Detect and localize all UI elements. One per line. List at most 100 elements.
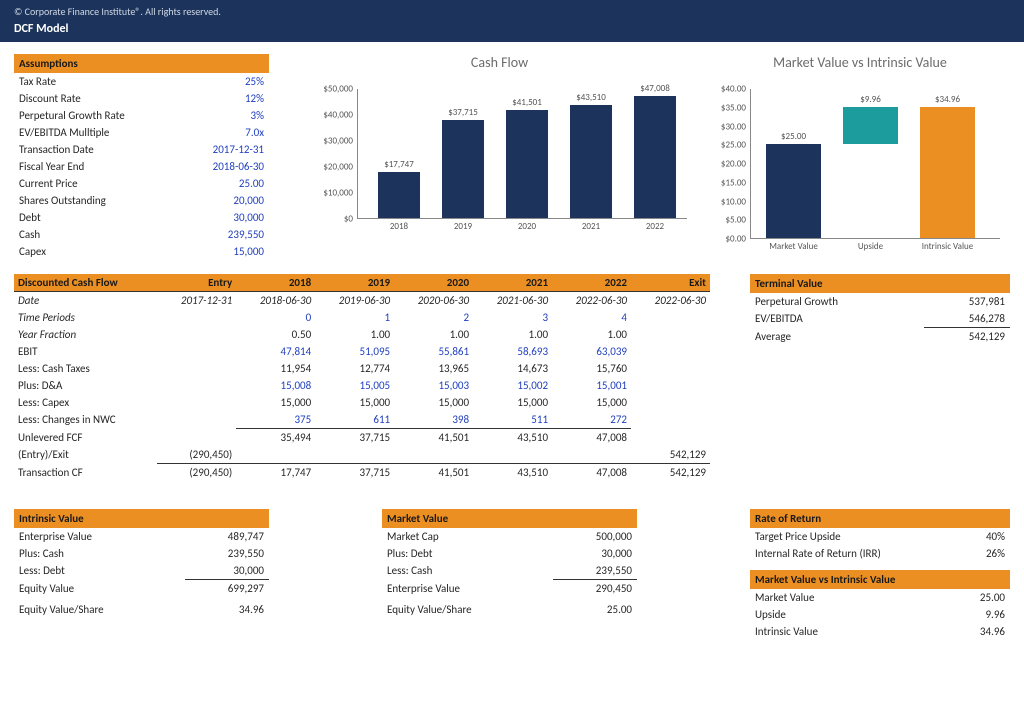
- dcf-row-label: Transaction CF: [14, 464, 157, 482]
- dcf-cell: 41,501: [394, 429, 473, 447]
- row-label: Tax Rate: [14, 73, 181, 90]
- dcf-cell: 55,861: [394, 343, 473, 360]
- row-label: Fiscal Year End: [14, 158, 181, 175]
- dcf-cell: 0: [236, 309, 315, 326]
- dcf-cell: 15,008: [236, 377, 315, 394]
- row-label: Enterprise Value: [382, 580, 553, 598]
- dcf-cell: 1: [315, 309, 394, 326]
- dcf-cell: 15,760: [552, 360, 631, 377]
- row-label: Upside: [750, 606, 926, 623]
- table-row: Plus: Cash239,550: [14, 545, 269, 562]
- intrinsic-header: Intrinsic Value: [14, 509, 269, 528]
- dcf-cell: [631, 394, 710, 411]
- chart-bar: $25.00: [766, 144, 821, 238]
- marketval-table: Market Cap500,000Plus: Debt30,000Less: C…: [382, 528, 637, 618]
- dcf-col-header: 2020: [394, 274, 473, 292]
- dcf-col-header: Exit: [631, 274, 710, 292]
- bar-value-label: $9.96: [860, 94, 881, 105]
- dcf-col-header: Entry: [157, 274, 236, 292]
- table-row: Plus: Debt30,000: [382, 545, 637, 562]
- table-row: Equity Value/Share25.00: [382, 601, 637, 618]
- dcf-col-header: 2022: [552, 274, 631, 292]
- row-label: Less: Debt: [14, 562, 185, 580]
- app-header: © Corporate Finance Institute®. All righ…: [0, 0, 1024, 42]
- mv-iv-table: Market Value25.00Upside9.96Intrinsic Val…: [750, 589, 1010, 640]
- assumptions-table: Tax Rate25%Discount Rate12%Perpetural Gr…: [14, 73, 269, 260]
- y-axis-tick: $25.00: [710, 140, 746, 151]
- row-value: 2018-06-30: [181, 158, 269, 175]
- dcf-cell: [631, 411, 710, 429]
- dcf-cell: 1.00: [394, 326, 473, 343]
- row-value: 537,981: [924, 293, 1010, 310]
- dcf-cell: 375: [236, 411, 315, 429]
- dcf-cell: 37,715: [315, 429, 394, 447]
- table-row: Tax Rate25%: [14, 73, 269, 90]
- dcf-cell: 47,008: [552, 464, 631, 482]
- dcf-cell: [157, 377, 236, 394]
- row-value: 25.00: [181, 175, 269, 192]
- intrinsic-table: Enterprise Value489,747Plus: Cash239,550…: [14, 528, 269, 618]
- dcf-cell: 58,693: [473, 343, 552, 360]
- marketval-header: Market Value: [382, 509, 637, 528]
- dcf-cell: 272: [552, 411, 631, 429]
- dcf-cell: [157, 309, 236, 326]
- dcf-row: Transaction CF(290,450)17,74737,71541,50…: [14, 464, 710, 482]
- dcf-cell: [473, 446, 552, 464]
- row-value: 25.00: [553, 601, 637, 618]
- dcf-cell: [157, 360, 236, 377]
- row-value: 34.96: [926, 623, 1010, 640]
- dcf-cell: 15,002: [473, 377, 552, 394]
- dcf-cell: [157, 411, 236, 429]
- y-axis-tick: $30,000: [309, 136, 353, 147]
- dcf-cell: [157, 429, 236, 447]
- dcf-cell: [631, 377, 710, 394]
- table-row: Fiscal Year End2018-06-30: [14, 158, 269, 175]
- dcf-row: Less: Changes in NWC375611398511272: [14, 411, 710, 429]
- table-row: Perpetural Growth Rate3%: [14, 107, 269, 124]
- dcf-row: Less: Cash Taxes11,95412,77413,96514,673…: [14, 360, 710, 377]
- bar-value-label: $34.96: [935, 94, 960, 105]
- dcf-row: (Entry)/Exit(290,450)542,129: [14, 446, 710, 464]
- terminal-panel: Terminal Value Perpetural Growth537,981E…: [750, 274, 1010, 481]
- dcf-cell: 611: [315, 411, 394, 429]
- dcf-cell: 542,129: [631, 464, 710, 482]
- dcf-cell: 4: [552, 309, 631, 326]
- dcf-row: Unlevered FCF35,49437,71541,50143,51047,…: [14, 429, 710, 447]
- dcf-col-header: 2018: [236, 274, 315, 292]
- dcf-cell: [631, 309, 710, 326]
- table-row: Market Value25.00: [750, 589, 1010, 606]
- dcf-cell: [394, 446, 473, 464]
- row-label: Equity Value: [14, 580, 185, 598]
- chart-bar: $34.96: [920, 107, 975, 238]
- mv-chart: $0.00$5.00$10.00$15.00$20.00$25.00$30.00…: [710, 75, 1010, 259]
- dcf-row-label: EBIT: [14, 343, 157, 360]
- chart-bar: $9.96: [843, 107, 898, 144]
- y-axis-tick: $40.00: [710, 84, 746, 95]
- dcf-cell: [552, 446, 631, 464]
- dcf-cell: 47,008: [552, 429, 631, 447]
- row-value: 546,278: [924, 310, 1010, 328]
- chart-plot: $25.00Market Value$9.96Upside$34.96Intri…: [750, 89, 1000, 239]
- row-value: 30,000: [181, 209, 269, 226]
- dcf-cell: 2019-06-30: [315, 292, 394, 310]
- dcf-cell: 511: [473, 411, 552, 429]
- dcf-cell: 47,814: [236, 343, 315, 360]
- cashflow-chart-panel: Cash Flow $0$10,000$20,000$30,000$40,000…: [269, 54, 710, 260]
- row-label: Plus: Cash: [14, 545, 185, 562]
- bar-value-label: $25.00: [781, 131, 806, 142]
- row-label: Equity Value/Share: [382, 601, 553, 618]
- dcf-cell: 15,005: [315, 377, 394, 394]
- dcf-cell: 2022-06-30: [552, 292, 631, 310]
- assumptions-header: Assumptions: [14, 54, 269, 73]
- dcf-cell: 51,095: [315, 343, 394, 360]
- dcf-row: Year Fraction0.501.001.001.001.00: [14, 326, 710, 343]
- content-area: Assumptions Tax Rate25%Discount Rate12%P…: [0, 42, 1024, 652]
- dcf-cell: 2022-06-30: [631, 292, 710, 310]
- dcf-cell: 12,774: [315, 360, 394, 377]
- dcf-row: Less: Capex15,00015,00015,00015,00015,00…: [14, 394, 710, 411]
- dcf-cell: 3: [473, 309, 552, 326]
- table-row: Less: Cash239,550: [382, 562, 637, 580]
- row-value: 3%: [181, 107, 269, 124]
- table-row: Average542,129: [750, 328, 1010, 346]
- row-label: Shares Outstanding: [14, 192, 181, 209]
